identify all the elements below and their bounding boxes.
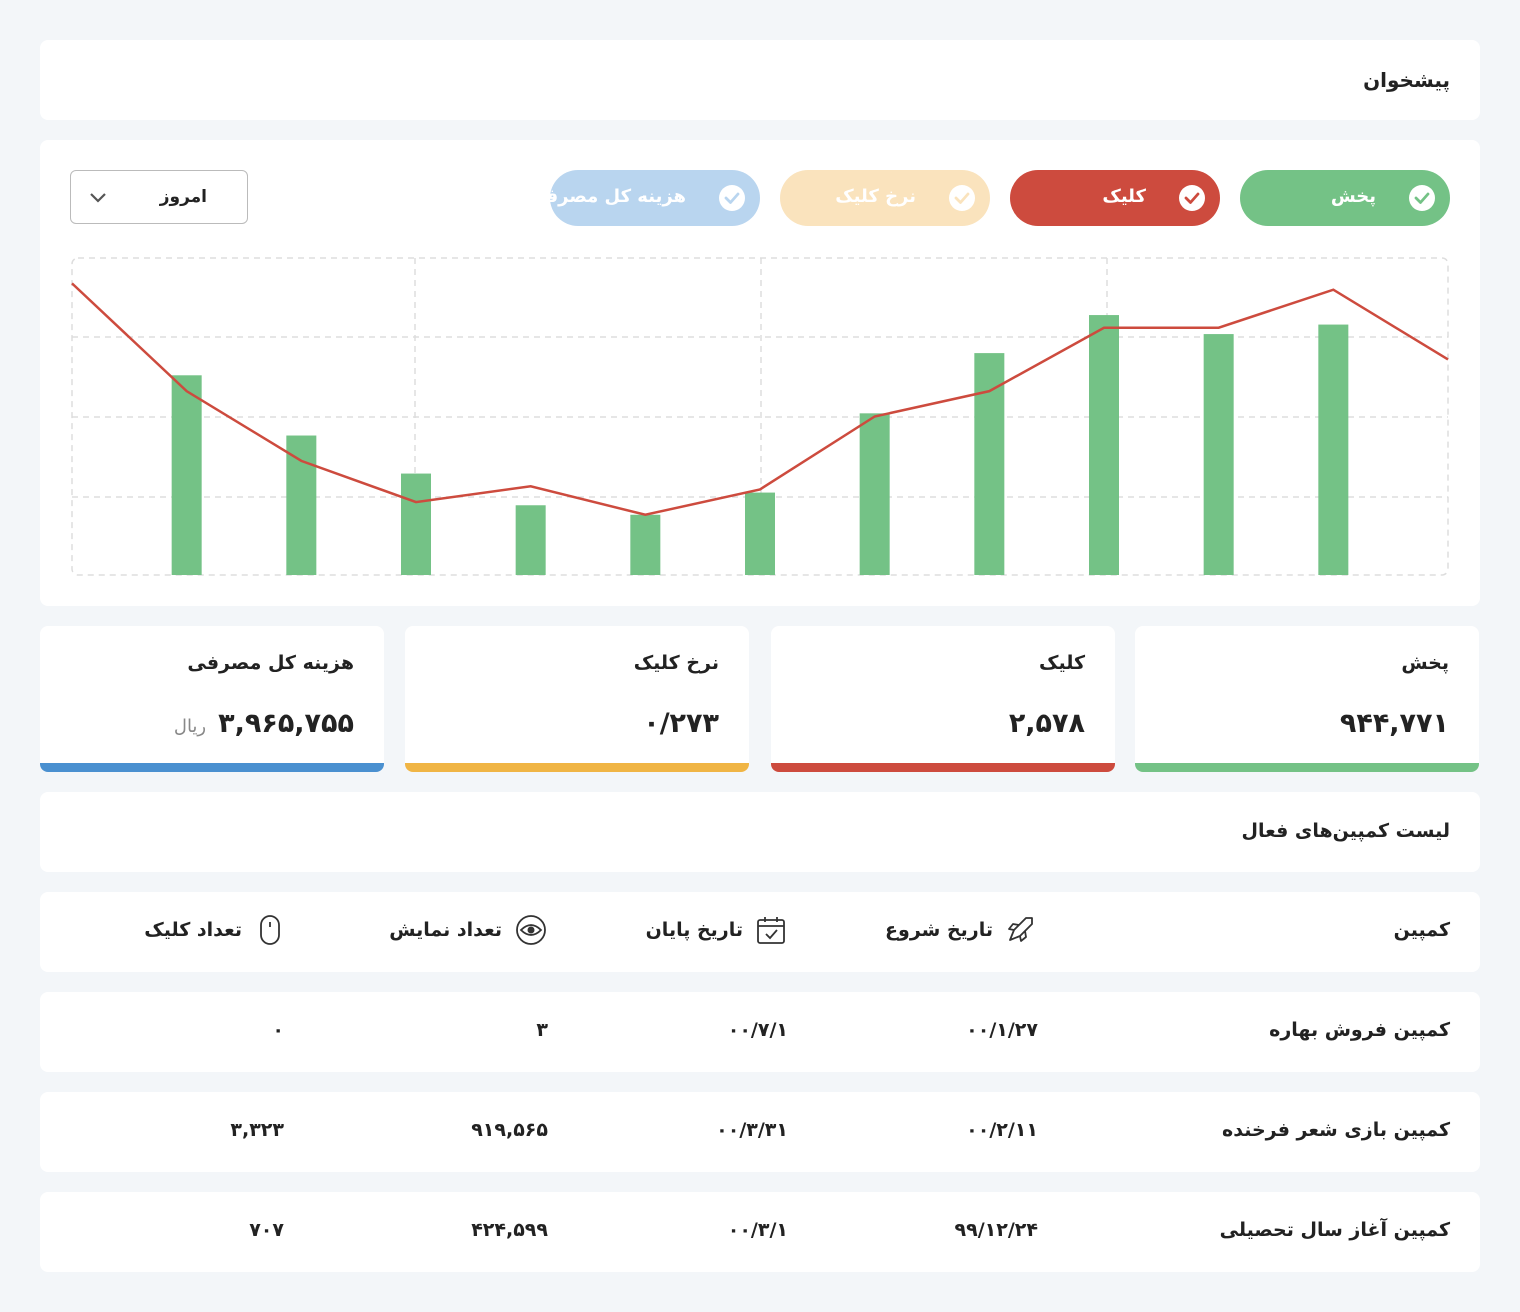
table-cell: ۹۹/۱۲/۲۴ [954,1219,1038,1241]
table-cell: ۹۱۹,۵۶۵ [471,1119,548,1141]
legend-label: هزینه کل مصرفی [528,186,686,207]
stat-unit: ریال [173,716,207,737]
table-cell: ۰ [272,1019,284,1041]
table-cell: کمپین آغاز سال تحصیلی [1219,1219,1450,1241]
eye-outer [516,915,546,945]
table-cell: ۷۰۷ [249,1219,284,1241]
check-icon [949,185,975,211]
table-row [40,1092,1480,1172]
bar [745,492,775,575]
stat-card: نرخ کلیک ۰/۲۷۳ [405,626,749,772]
bar [401,473,431,575]
check-icon [1409,185,1435,211]
stat-value: ۲,۵۷۸ [1009,710,1085,737]
bar [859,413,890,575]
stat-title: کلیک [1038,652,1085,674]
legend-chip[interactable]: نرخ کلیک [780,170,990,226]
bar [1089,315,1119,575]
plot [71,257,1449,576]
stat-title: نرخ کلیک [633,652,719,674]
table-cell: ۳ [536,1019,548,1041]
check [1184,192,1200,204]
stat-value: ۹۴۴,۷۷۱ [1340,710,1449,737]
stat-number: ۲,۵۷۸ [1008,708,1085,739]
calendar [757,919,785,944]
stat-card: کلیک ۲,۵۷۸ [771,626,1115,772]
list-title-card [40,792,1480,872]
legend-label: کلیک [1102,186,1146,207]
table-header [40,892,1480,972]
arrow [90,193,106,203]
check-icon [719,185,745,211]
check-circle [1409,185,1435,211]
pupil [527,926,535,934]
stat-number: ۰/۲۷۳ [643,708,719,739]
table-cell: ۰۰/۳/۱ [727,1219,788,1241]
list-title: لیست کمپین‌های فعال [1241,820,1450,842]
bar [171,375,202,575]
period-label: امروز [159,187,207,207]
stat-accent [1135,763,1479,772]
stat-number: ۳,۹۶۵,۷۵۵ [218,708,354,739]
eye-icon [516,915,546,945]
bar [1318,324,1349,575]
dropdown-arrow [90,193,106,203]
stat-value: ۳,۹۶۵,۷۵۵ ریال [174,710,354,737]
table-row [40,1192,1480,1272]
mouse [260,915,280,945]
check [724,192,740,204]
table-header-cell: تعداد نمایش [389,919,502,941]
header-card [40,40,1480,120]
line [71,282,1449,517]
bar [515,505,546,575]
table-cell: ۳,۳۲۳ [230,1119,284,1141]
table-header-cell: تاریخ شروع [885,919,993,941]
legend-label: نرخ کلیک [835,186,916,207]
table-row [40,992,1480,1072]
stat-accent [771,763,1115,772]
bar [286,435,317,575]
check-circle [719,185,745,211]
stat-card: پخش ۹۴۴,۷۷۱ [1135,626,1479,772]
stat-accent [405,763,749,772]
legend-chip[interactable]: پخش [1240,170,1450,226]
eye [519,924,543,936]
stat-title: هزینه کل مصرفی [187,652,354,674]
period-select[interactable]: امروز [70,170,248,224]
table-header-cell: تاریخ پایان [645,919,743,941]
check [1414,192,1430,204]
page-title: پیشخوان [1363,68,1450,92]
stat-accent [40,763,384,772]
check-circle [949,185,975,211]
calendar-icon [757,917,785,944]
table-cell: کمپین فروش بهاره [1269,1019,1450,1041]
check-icon [1179,185,1205,211]
bar [1203,334,1234,575]
table-cell: ۰۰/۱/۲۷ [966,1019,1038,1041]
calendar-detail [758,917,784,940]
rocket [1008,917,1033,942]
stat-card: هزینه کل مصرفی ۳,۹۶۵,۷۵۵ ریال [40,626,384,772]
table-cell: ۴۲۴,۵۹۹ [471,1219,548,1241]
table-cell: ۰۰/۳/۳۱ [716,1119,788,1141]
bar [630,514,661,575]
mouse-icon [260,915,280,945]
check-circle [1179,185,1205,211]
table-header-cell: تعداد کلیک [144,919,242,941]
table-cell: کمپین بازی شعر فرخنده [1222,1119,1450,1141]
check [954,192,970,204]
stat-number: ۹۴۴,۷۷۱ [1339,708,1449,739]
table-cell: ۰۰/۷/۱ [727,1019,788,1041]
rocket-icon [1008,917,1033,942]
stat-value: ۰/۲۷۳ [643,710,719,737]
table-header-cell: کمپین [1393,919,1450,941]
table-cell: ۰۰/۲/۱۱ [966,1119,1038,1141]
legend-label: پخش [1330,186,1376,207]
stat-title: پخش [1401,652,1449,674]
